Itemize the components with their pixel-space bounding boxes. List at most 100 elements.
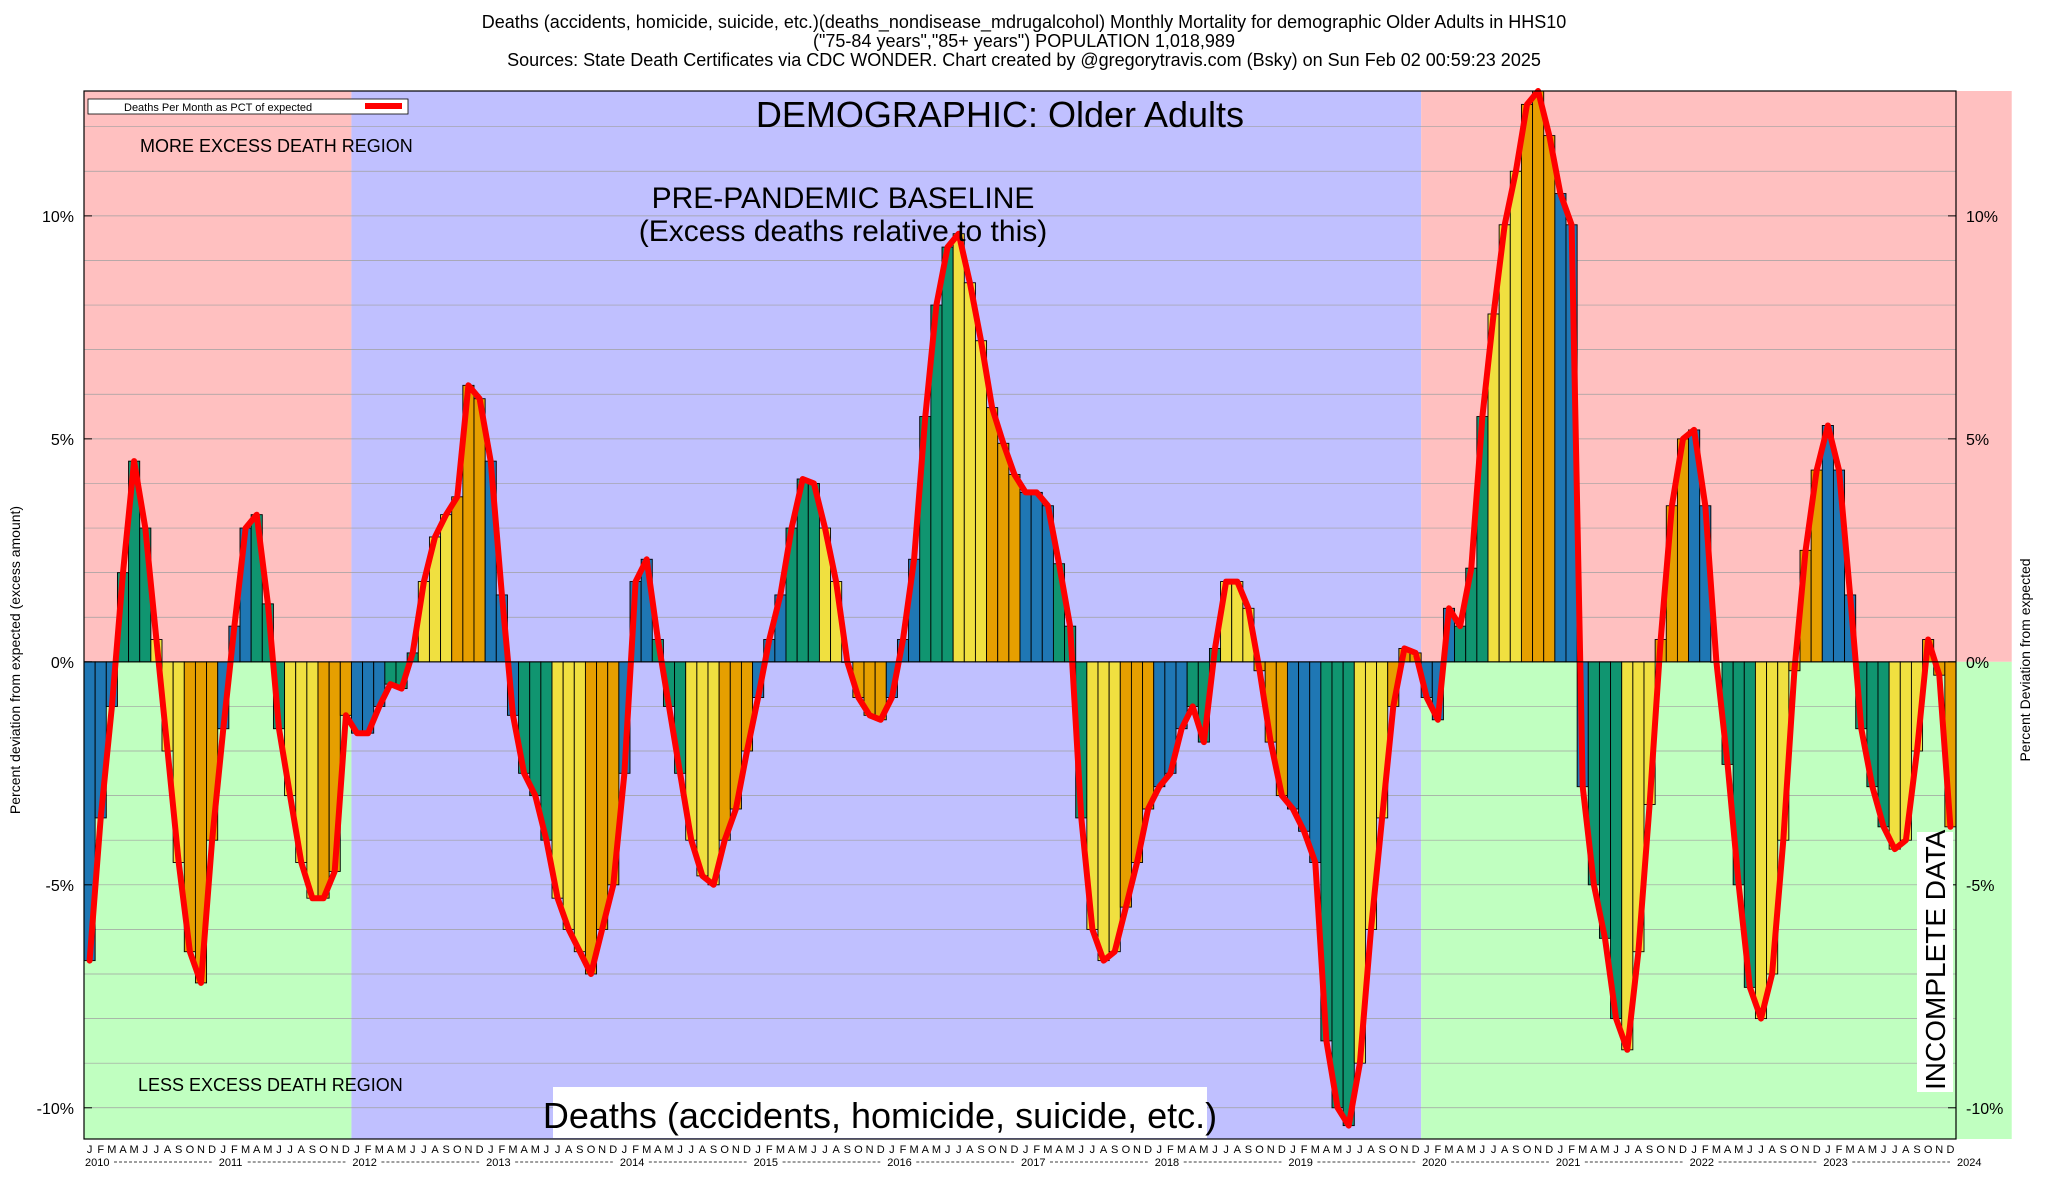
cause-label: Deaths (accidents, homicide, suicide, et… <box>543 1095 1217 1136</box>
bar <box>718 661 731 841</box>
bar <box>707 661 720 886</box>
bar <box>306 661 319 899</box>
chart-title-line-3: Sources: State Death Certificates via CD… <box>507 50 1541 70</box>
month-tick-label: A <box>387 1144 395 1156</box>
month-tick-label: M <box>508 1144 517 1156</box>
month-tick-label: A <box>1055 1144 1063 1156</box>
bar <box>317 661 330 899</box>
month-tick-label: J <box>154 1144 160 1156</box>
month-tick-label: N <box>464 1144 472 1156</box>
y-tick-label-left: 0% <box>51 655 74 672</box>
month-tick-label: J <box>811 1144 817 1156</box>
axes: 10% 10%5% 5%0% 0%-5% -5%-10% -10%J F M A M J J A S O N D… <box>37 90 2003 1169</box>
month-tick-label: J <box>677 1144 683 1156</box>
month-tick-label: F <box>1702 1144 1709 1156</box>
bar <box>986 407 999 663</box>
month-tick-label: O <box>1389 1144 1398 1156</box>
month-tick-label: A <box>1189 1144 1197 1156</box>
bar <box>1498 224 1511 663</box>
incomplete-data-label-box <box>1917 832 1953 1092</box>
month-tick-label: S <box>1780 1144 1787 1156</box>
month-tick-label: J <box>1424 1144 1430 1156</box>
month-tick-label: D <box>1545 1144 1553 1156</box>
month-tick-label: J <box>1613 1144 1619 1156</box>
month-tick-label: O <box>186 1144 195 1156</box>
month-tick-label: A <box>654 1144 662 1156</box>
month-tick-label: D <box>877 1144 885 1156</box>
y-tick-label-right: -10% <box>1966 1101 2003 1118</box>
bar <box>451 496 464 663</box>
month-tick-label: D <box>342 1144 350 1156</box>
y-axis-title-right: Percent Deviation from expected <box>2017 558 2033 761</box>
year-tick-label: 2013 <box>486 1157 510 1169</box>
month-tick-label: O <box>1924 1144 1933 1156</box>
month-tick-label: J <box>410 1144 416 1156</box>
month-tick-label: J <box>1157 1144 1163 1156</box>
bar <box>1097 661 1110 962</box>
month-tick-label: A <box>431 1144 439 1156</box>
month-tick-label: J <box>1758 1144 1764 1156</box>
month-tick-label: F <box>1301 1144 1308 1156</box>
month-tick-label: N <box>598 1144 606 1156</box>
month-tick-label: N <box>999 1144 1007 1156</box>
month-tick-label: S <box>710 1144 717 1156</box>
month-tick-label: S <box>576 1144 583 1156</box>
y-tick-label-left: -5% <box>46 878 74 895</box>
y-tick-label-left: -10% <box>37 1101 74 1118</box>
incomplete-data-label-group: INCOMPLETE DATA <box>1917 829 1953 1092</box>
month-tick-label: D <box>1144 1144 1152 1156</box>
month-tick-label: A <box>1323 1144 1331 1156</box>
month-tick-label: J <box>1625 1144 1631 1156</box>
month-tick-label: D <box>1010 1144 1018 1156</box>
month-tick-label: O <box>1255 1144 1264 1156</box>
month-tick-label: A <box>922 1144 930 1156</box>
chart-title-line-1: Deaths (accidents, homicide, suicide, et… <box>482 12 1567 33</box>
month-tick-label: M <box>375 1144 384 1156</box>
month-tick-label: F <box>231 1144 238 1156</box>
year-tick-label: 2021 <box>1556 1157 1580 1169</box>
bar <box>1543 135 1556 663</box>
month-tick-label: J <box>87 1144 93 1156</box>
month-tick-label: A <box>1858 1144 1866 1156</box>
month-tick-label: M <box>1043 1144 1052 1156</box>
month-tick-label: A <box>1635 1144 1643 1156</box>
month-tick-label: D <box>1679 1144 1687 1156</box>
month-tick-label: D <box>609 1144 617 1156</box>
month-tick-label: J <box>544 1144 550 1156</box>
year-tick-label: 2015 <box>754 1157 778 1169</box>
bar <box>941 246 954 663</box>
baseline-label: PRE-PANDEMIC BASELINE <box>652 182 1035 215</box>
month-tick-label: M <box>1600 1144 1609 1156</box>
month-tick-label: A <box>253 1144 261 1156</box>
month-tick-label: A <box>788 1144 796 1156</box>
month-tick-label: A <box>1590 1144 1598 1156</box>
bar <box>1509 170 1522 663</box>
month-tick-label: S <box>1512 1144 1519 1156</box>
month-tick-label: M <box>1066 1144 1075 1156</box>
month-tick-label: M <box>397 1144 406 1156</box>
month-tick-label: J <box>1079 1144 1085 1156</box>
bar <box>1331 661 1344 1109</box>
month-tick-label: D <box>1813 1144 1821 1156</box>
year-tick-label: 2017 <box>1021 1157 1045 1169</box>
month-tick-label: O <box>1523 1144 1532 1156</box>
month-tick-label: M <box>107 1144 116 1156</box>
month-tick-label: F <box>900 1144 907 1156</box>
month-tick-label: O <box>587 1144 596 1156</box>
month-tick-label: M <box>1467 1144 1476 1156</box>
demographic-label: DEMOGRAPHIC: Older Adults <box>756 94 1244 135</box>
year-tick-label: 2016 <box>887 1157 911 1169</box>
month-tick-label: J <box>1480 1144 1486 1156</box>
month-tick-label: J <box>1881 1144 1887 1156</box>
bar <box>696 661 709 877</box>
month-tick-label: D <box>1412 1144 1420 1156</box>
plot-frame <box>83 90 1957 1140</box>
month-tick-label: M <box>1444 1144 1453 1156</box>
month-tick-label: J <box>1357 1144 1363 1156</box>
month-tick-label: A <box>832 1144 840 1156</box>
month-tick-label: M <box>776 1144 785 1156</box>
bar <box>1309 661 1322 863</box>
month-tick-label: S <box>1378 1144 1385 1156</box>
month-tick-label: D <box>476 1144 484 1156</box>
y-tick-label-left: 10% <box>42 209 74 226</box>
